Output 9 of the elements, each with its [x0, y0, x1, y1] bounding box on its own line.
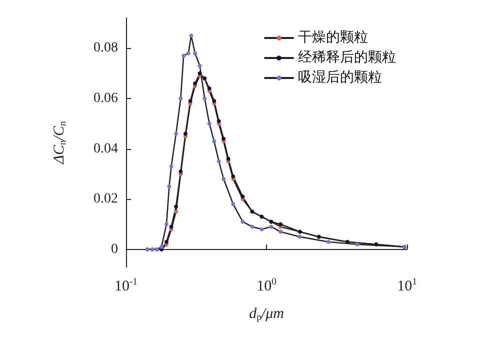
y-tick-label: 0.08: [94, 40, 118, 56]
y-tick-label: 0.02: [94, 192, 118, 207]
y-tick-label: 0.06: [94, 90, 118, 106]
y-tick-label: 0: [111, 242, 118, 257]
legend-label: 经稀释后的颗粒: [298, 50, 396, 66]
legend-label: 干燥的颗粒: [298, 30, 368, 46]
y-tick-label: 0.04: [94, 141, 118, 156]
legend-label: 吸湿后的颗粒: [298, 70, 382, 86]
y-axis-title: ΔCn/Cn: [51, 121, 68, 165]
